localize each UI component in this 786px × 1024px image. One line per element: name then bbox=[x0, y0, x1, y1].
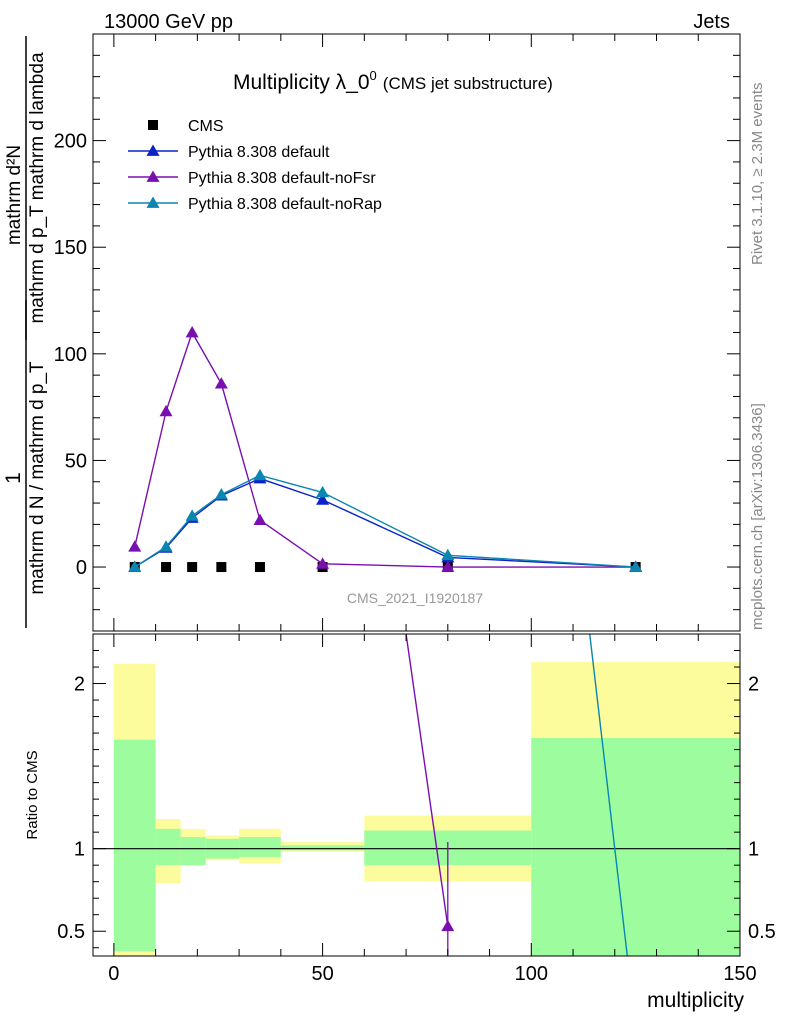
x-tick-label: 100 bbox=[515, 963, 548, 985]
ratio-y-tick-label: 0.5 bbox=[57, 921, 85, 943]
data-point-triangle bbox=[441, 548, 455, 561]
ratio-plot-panel: 0.5 0.5 1 1 2 2 0 50 100 150 Ratio to CMS multipl… bbox=[24, 633, 776, 1012]
data-point-triangle bbox=[253, 513, 267, 526]
x-tick-label: 0 bbox=[108, 963, 119, 985]
side-rivet-label: Rivet 3.1.10, ≥ 2.3M events bbox=[749, 83, 766, 266]
x-tick-label: 150 bbox=[723, 963, 756, 985]
legend: CMS Pythia 8.308 default Pythia 8.308 defa… bbox=[128, 118, 382, 213]
data-point-triangle bbox=[185, 326, 199, 338]
plot-subtitle: (CMS jet substructure) bbox=[383, 74, 553, 93]
ratio-y-tick-label-right: 1 bbox=[748, 839, 759, 861]
legend-marker-triangle bbox=[146, 170, 160, 182]
ratio-band-inner bbox=[531, 738, 740, 956]
series-default bbox=[128, 472, 643, 572]
y-tick-label: 200 bbox=[54, 131, 87, 153]
header-left: 13000 GeV pp bbox=[104, 11, 233, 33]
ratio-series-line bbox=[405, 634, 449, 927]
ratio-y-label: Ratio to CMS bbox=[24, 750, 41, 839]
y-tick-label: 0 bbox=[76, 557, 87, 579]
data-point-square bbox=[254, 562, 265, 573]
series-norap bbox=[128, 468, 643, 572]
ratio-band-inner bbox=[155, 828, 181, 866]
ratio-band-inner bbox=[239, 837, 281, 857]
ratio-band-inner bbox=[180, 837, 206, 866]
ratio-y-tick-label: 1 bbox=[74, 839, 85, 861]
data-point-triangle bbox=[159, 540, 173, 552]
ratio-y-tick-label: 2 bbox=[74, 674, 85, 696]
data-point-triangle bbox=[159, 404, 173, 417]
ratio-y-tick-label-right: 0.5 bbox=[748, 921, 776, 943]
legend-label: Pythia 8.308 default bbox=[188, 144, 330, 161]
ratio-band-inner bbox=[113, 739, 156, 952]
legend-label: Pythia 8.308 default-noRap bbox=[188, 196, 382, 213]
y-tick-label: 50 bbox=[65, 450, 87, 472]
data-point-triangle bbox=[214, 488, 228, 500]
data-point-triangle bbox=[316, 485, 330, 498]
data-point-triangle bbox=[185, 509, 199, 521]
legend-label: Pythia 8.308 default-noFsr bbox=[188, 170, 376, 187]
series-line bbox=[134, 330, 636, 568]
x-axis-label: multiplicity bbox=[647, 989, 744, 1012]
ratio-data-point-triangle bbox=[441, 919, 455, 932]
y-label-lhs-den: mathrm d N / mathrm d p_T bbox=[27, 361, 48, 595]
legend-marker-triangle bbox=[146, 144, 160, 156]
data-point-square bbox=[161, 562, 172, 573]
data-point-triangle bbox=[316, 493, 330, 505]
data-point-triangle bbox=[629, 560, 643, 572]
y-label-lhs-num: 1 bbox=[2, 472, 25, 484]
y-axis-label: 1 mathrm d N / mathrm d p_T mathrm d²N m… bbox=[2, 36, 48, 628]
legend-marker-square bbox=[148, 120, 158, 130]
data-point-square bbox=[216, 562, 227, 573]
data-point-square bbox=[187, 562, 198, 573]
ratio-plot-frame bbox=[92, 633, 741, 957]
ratio-series-line bbox=[589, 634, 628, 956]
data-point-triangle bbox=[214, 377, 228, 389]
ratio-series-norap bbox=[589, 634, 628, 956]
ratio-band-inner bbox=[280, 845, 365, 851]
plot-title-main: Multiplicity λ_0 bbox=[233, 71, 370, 94]
series-nofsr bbox=[128, 326, 643, 572]
y-label-rhs-den: mathrm d p_T mathrm d lambda bbox=[27, 52, 48, 323]
header-right: Jets bbox=[693, 11, 730, 33]
data-point-triangle bbox=[128, 560, 142, 572]
series-line bbox=[134, 477, 636, 568]
legend-marker-triangle bbox=[146, 196, 160, 208]
side-mcplots-label: mcplots.cern.ch [arXiv:1306.3436] bbox=[749, 403, 766, 630]
plot-title: Multiplicity λ_00 (CMS jet substructure) bbox=[233, 68, 553, 94]
watermark-label: CMS_2021_I1920187 bbox=[347, 590, 483, 606]
plot-title-sup: 0 bbox=[370, 68, 377, 83]
ratio-y-tick-label-right: 2 bbox=[748, 674, 759, 696]
legend-label: CMS bbox=[188, 118, 224, 135]
series-line bbox=[134, 474, 636, 568]
data-point-triangle bbox=[253, 468, 267, 481]
y-tick-label: 150 bbox=[54, 237, 87, 259]
data-point-triangle bbox=[128, 540, 142, 552]
data-point-triangle bbox=[441, 560, 455, 572]
x-tick-label: 50 bbox=[311, 963, 333, 985]
y-tick-label: 100 bbox=[54, 344, 87, 366]
ratio-series-nofsr bbox=[405, 634, 455, 956]
data-point-triangle bbox=[316, 557, 330, 569]
y-label-rhs-num: mathrm d²N bbox=[4, 145, 25, 245]
